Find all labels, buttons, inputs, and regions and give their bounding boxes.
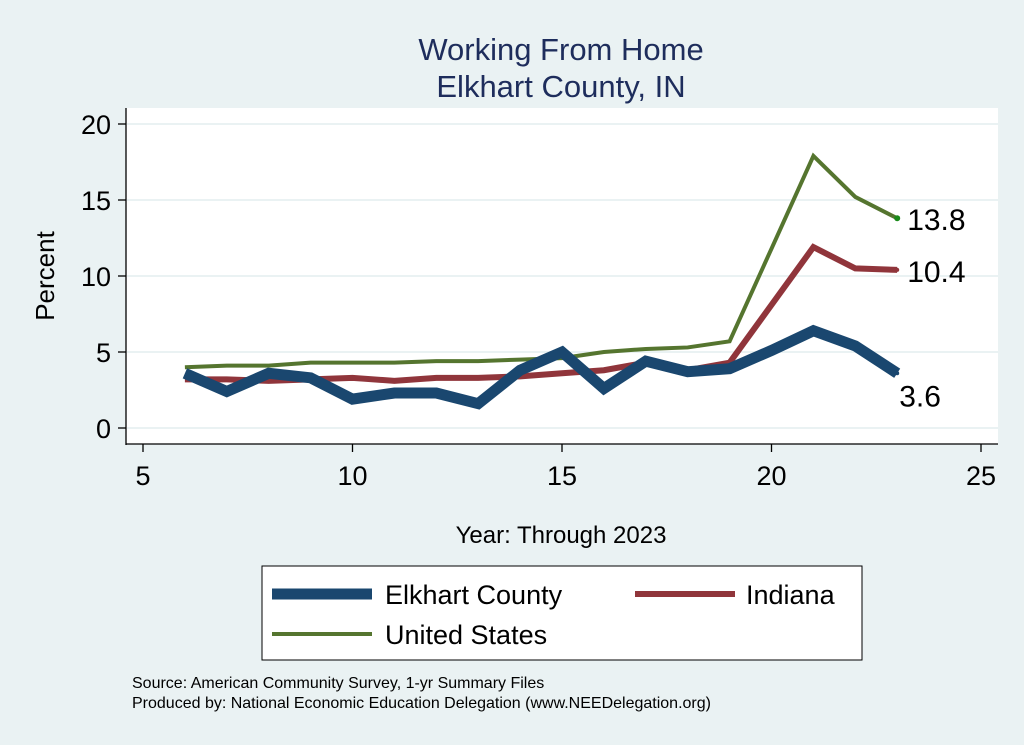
y-tick-label: 20 — [81, 110, 111, 140]
end-marker — [895, 371, 900, 376]
legend-label-indiana: Indiana — [746, 580, 836, 610]
series-line-elkhart-county — [182, 324, 901, 410]
end-label: 13.8 — [907, 204, 965, 237]
source-note: Source: American Community Survey, 1-yr … — [132, 675, 544, 692]
x-tick-label: 10 — [337, 461, 367, 491]
legend: Elkhart County Indiana United States — [261, 565, 863, 661]
legend-box — [261, 565, 863, 661]
x-tick-label: 20 — [756, 461, 786, 491]
end-label: 10.4 — [907, 256, 965, 289]
legend-label-us: United States — [385, 620, 547, 650]
end-label: 3.6 — [899, 380, 941, 413]
y-axis-label: Percent — [30, 230, 60, 320]
chart-title: Working From Home — [418, 32, 703, 67]
x-tick-label: 15 — [547, 461, 577, 491]
x-tick-label: 25 — [966, 461, 996, 491]
end-marker — [894, 215, 901, 222]
y-tick-label: 15 — [81, 186, 111, 216]
y-tick-label: 5 — [96, 338, 111, 368]
producer-note: Produced by: National Economic Education… — [132, 695, 711, 712]
legend-label-elkhart: Elkhart County — [385, 580, 563, 610]
y-tick-label: 10 — [81, 262, 111, 292]
chart-subtitle: Elkhart County, IN — [436, 69, 685, 104]
y-tick-label: 0 — [96, 414, 111, 444]
x-tick-label: 5 — [135, 461, 150, 491]
x-axis-label: Year: Through 2023 — [456, 522, 667, 549]
end-marker — [895, 267, 900, 272]
